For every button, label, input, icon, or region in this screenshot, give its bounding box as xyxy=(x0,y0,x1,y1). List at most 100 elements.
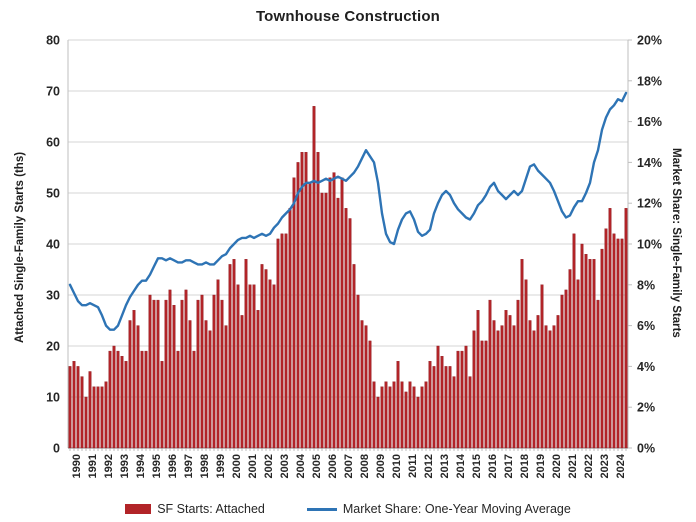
bar xyxy=(416,396,420,449)
left-axis-tick-label: 80 xyxy=(46,34,60,48)
bar xyxy=(612,233,616,449)
bar xyxy=(240,315,244,449)
bar xyxy=(72,361,76,449)
bar xyxy=(400,381,404,449)
bar xyxy=(236,284,240,449)
bar xyxy=(232,259,236,449)
chart-title: Townhouse Construction xyxy=(255,8,441,25)
x-axis-year-label: 2005 xyxy=(311,454,323,478)
bar xyxy=(76,366,80,449)
x-axis-year-label: 1994 xyxy=(135,453,147,478)
bar xyxy=(460,350,464,449)
bar xyxy=(160,361,164,449)
right-axis-tick-label: 6% xyxy=(637,319,655,333)
bar xyxy=(92,386,96,449)
bar xyxy=(216,279,220,449)
bar xyxy=(428,361,432,449)
bar xyxy=(584,253,588,449)
x-axis-year-label: 1995 xyxy=(151,454,163,478)
bar xyxy=(368,340,372,449)
right-axis-tick-label: 18% xyxy=(637,74,662,88)
legend-line-label: Market Share: One-Year Moving Average xyxy=(342,502,571,516)
right-axis-tick-label: 10% xyxy=(637,238,662,252)
bar xyxy=(308,182,312,449)
bar xyxy=(404,391,408,449)
bar xyxy=(436,345,440,449)
x-axis-year-label: 2022 xyxy=(583,454,595,478)
x-axis-year-label: 2011 xyxy=(407,454,419,478)
x-axis-year-label: 2000 xyxy=(231,454,243,478)
x-axis-year-label: 1998 xyxy=(199,454,211,478)
left-axis-tick-label: 40 xyxy=(46,238,60,252)
bar xyxy=(172,305,176,449)
bar xyxy=(472,330,476,449)
bar xyxy=(324,192,328,449)
bar xyxy=(448,366,452,449)
bar xyxy=(528,320,532,449)
bar xyxy=(180,299,184,449)
x-axis-year-label: 2024 xyxy=(615,453,627,478)
bar xyxy=(412,386,416,449)
line-series-swatch-icon xyxy=(306,507,337,511)
bar xyxy=(164,299,168,449)
bar xyxy=(256,310,260,449)
bar xyxy=(144,350,148,449)
bar xyxy=(384,381,388,449)
bar xyxy=(532,330,536,449)
bar xyxy=(516,299,520,449)
x-axis-year-label: 2023 xyxy=(599,454,611,478)
bar xyxy=(608,208,612,449)
bar xyxy=(188,320,192,449)
x-axis-year-label: 2008 xyxy=(359,454,371,478)
x-axis-year-label: 2015 xyxy=(471,454,483,478)
bar xyxy=(96,386,100,449)
left-axis-tick-label: 0 xyxy=(53,442,60,456)
bar xyxy=(468,376,472,449)
bar xyxy=(124,361,128,449)
legend-bars-label: SF Starts: Attached xyxy=(157,502,265,516)
bar xyxy=(372,381,376,449)
bar xyxy=(104,381,108,449)
bar xyxy=(284,233,288,449)
right-axis-tick-label: 8% xyxy=(637,278,655,292)
bar xyxy=(604,228,608,449)
right-axis-tick-label: 2% xyxy=(637,401,655,415)
bar xyxy=(596,299,600,449)
bar xyxy=(336,197,340,449)
bar xyxy=(296,162,300,449)
bar xyxy=(504,310,508,449)
bar xyxy=(208,330,212,449)
legend-item-bars: SF Starts: Attached xyxy=(125,502,265,516)
bar xyxy=(620,238,624,449)
bar xyxy=(364,325,368,449)
x-axis-year-label: 1996 xyxy=(167,454,179,478)
bar xyxy=(316,151,320,449)
bar xyxy=(392,381,396,449)
left-axis-title: Attached Single-Family Starts (ths) xyxy=(14,151,26,343)
bar xyxy=(568,269,572,449)
x-axis-year-label: 2013 xyxy=(439,454,451,478)
x-axis-year-label: 2006 xyxy=(327,454,339,478)
left-axis-tick-label: 20 xyxy=(46,340,60,354)
bar xyxy=(624,208,628,449)
bar xyxy=(508,315,512,449)
bar xyxy=(492,320,496,449)
bar xyxy=(600,248,604,449)
bar xyxy=(196,299,200,449)
x-axis-year-label: 1993 xyxy=(119,454,131,478)
bar xyxy=(560,294,564,449)
bar xyxy=(556,315,560,449)
bar xyxy=(116,350,120,449)
left-axis-tick-label: 30 xyxy=(46,289,60,303)
bar xyxy=(320,192,324,449)
bar xyxy=(112,345,116,449)
bar xyxy=(484,340,488,449)
bar xyxy=(244,259,248,449)
bar xyxy=(280,233,284,449)
bar xyxy=(132,310,136,449)
x-axis-year-label: 2004 xyxy=(295,453,307,478)
bar xyxy=(420,386,424,449)
bar xyxy=(396,361,400,449)
bar xyxy=(580,243,584,449)
bar xyxy=(128,320,132,449)
